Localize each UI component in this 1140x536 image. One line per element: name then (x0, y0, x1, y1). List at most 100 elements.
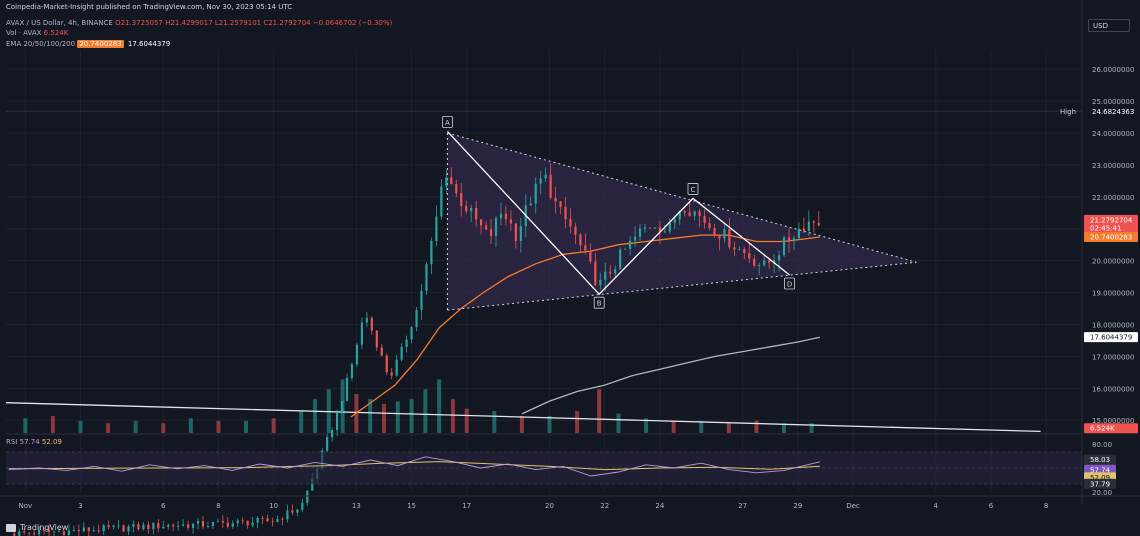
candle-body (256, 517, 259, 523)
candle-body (216, 521, 219, 523)
volume-bar (395, 401, 400, 433)
high-label: High (1060, 108, 1076, 116)
candle-body (281, 518, 284, 520)
abcd-point-box (442, 115, 453, 128)
triangle-fill (447, 132, 917, 311)
price-tick-label: 16.0000000 (1092, 385, 1134, 393)
candle-body (494, 218, 498, 236)
price-label-text: 20.7400283 (1090, 234, 1132, 242)
triangle-upper-line (447, 132, 917, 263)
candle-body (698, 211, 701, 217)
price-tick-label: 24.0000000 (1092, 130, 1134, 138)
volume-label[interactable]: Vol · AVAX (6, 29, 42, 37)
rsi-level-box (1084, 464, 1116, 475)
abcd-point-box (784, 277, 795, 290)
candle-body (365, 317, 368, 323)
time-tick-label: 29 (793, 502, 802, 510)
price-tick-label: 19.0000000 (1092, 290, 1134, 298)
candle-body (405, 339, 408, 347)
candle-body (226, 522, 229, 527)
candle-body (112, 525, 115, 528)
abcd-point-box (593, 296, 605, 309)
rsi-label[interactable]: RSI (6, 438, 18, 446)
abcd-point-label: D (787, 281, 792, 289)
tradingview-logo-icon (6, 523, 16, 532)
candle-body (82, 527, 85, 532)
candles (13, 163, 820, 536)
volume-bar (381, 403, 386, 433)
rsi-tick-label: 20.00 (1092, 489, 1112, 497)
volume-bar (597, 389, 602, 433)
candle-body (162, 526, 165, 529)
volume-bar (450, 398, 455, 433)
candle-body (633, 236, 637, 241)
candle-body (127, 526, 130, 532)
candle-body (599, 279, 602, 286)
volume-value: 6.524K (43, 29, 69, 37)
candle-body (331, 430, 334, 438)
price-label-box (1084, 423, 1138, 434)
candle-body (375, 330, 378, 348)
volume-bar (299, 411, 304, 433)
candle-body (693, 211, 696, 216)
rsi-level-text: 37.79 (1090, 480, 1110, 488)
volume-bar (547, 415, 552, 433)
volume-bar (726, 423, 731, 433)
ema-legend: EMA 20/50/100/200 20.7400283 17.6044379 (6, 40, 172, 49)
time-tick-label: 6 (989, 502, 994, 510)
candle-body (465, 205, 468, 212)
candle-body (172, 524, 175, 527)
candle-body (296, 509, 299, 513)
candle-body (653, 227, 657, 229)
symbol-line: AVAX / US Dollar, 4h, BINANCE O21.372505… (6, 19, 392, 28)
candle-body (544, 174, 547, 179)
candle-body (410, 327, 413, 340)
time-tick-label: 10 (269, 502, 278, 510)
candle-body (812, 221, 815, 223)
candle-body (390, 372, 393, 376)
candle-body (142, 524, 145, 530)
countdown-text: 02:45:41 (1090, 224, 1121, 232)
candle-body (241, 520, 244, 522)
candle-body (529, 203, 532, 206)
candle-body (514, 223, 517, 242)
candle-body (395, 359, 398, 376)
candle-body (306, 490, 309, 503)
price-tick-label: 23.0000000 (1092, 162, 1134, 170)
price-tick-label: 22.0000000 (1092, 194, 1134, 202)
volume-bar (492, 411, 497, 433)
candle-body (668, 222, 671, 232)
candle-body (311, 478, 314, 491)
candle-body (609, 271, 612, 274)
volume-bar (78, 420, 83, 433)
candle-body (97, 530, 100, 532)
candle-body (678, 210, 681, 220)
abcd-point-label: A (445, 119, 450, 127)
volume-bar (754, 420, 759, 433)
candle-body (47, 530, 51, 533)
abcd-point-label: C (691, 186, 696, 194)
candle-body (470, 207, 473, 212)
rsi-level-text: 52.09 (1090, 474, 1110, 482)
candle-body (782, 237, 786, 256)
candle-body (42, 529, 46, 531)
candle-body (157, 522, 160, 529)
time-tick-label: 20 (545, 502, 554, 510)
candle-body (102, 525, 105, 532)
candle-body (564, 206, 567, 220)
candle-body (624, 248, 627, 250)
ema-label[interactable]: EMA 20/50/100/200 (6, 40, 76, 48)
currency-button[interactable]: USD (1088, 19, 1130, 32)
symbol-name[interactable]: AVAX / US Dollar, 4h, BINANCE (6, 19, 113, 27)
candle-body (72, 529, 75, 531)
rsi-tick-label: 80.00 (1092, 441, 1112, 449)
candle-body (519, 226, 522, 242)
candle-body (489, 229, 493, 236)
candle-body (663, 231, 666, 233)
price-tick-label: 17.0000000 (1092, 353, 1134, 361)
candle-body (817, 222, 820, 226)
ema-slow-line (521, 336, 821, 415)
tradingview-brand[interactable]: TradingView (6, 523, 68, 532)
